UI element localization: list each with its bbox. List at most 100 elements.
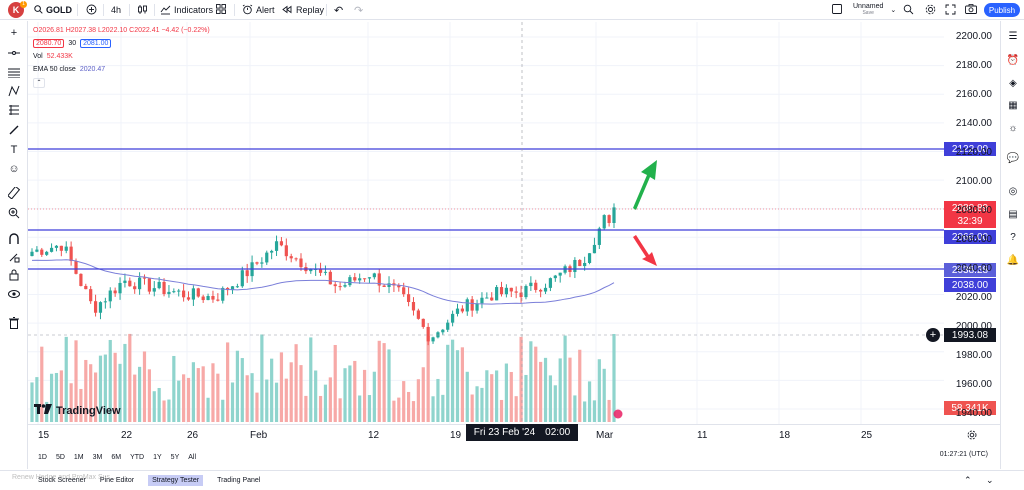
scale-settings-button[interactable]: [967, 430, 977, 442]
range-button-5d[interactable]: 5D: [55, 453, 65, 461]
bottom-tab-stock-screener[interactable]: Stock Screener: [38, 477, 86, 484]
range-button-ytd[interactable]: YTD: [130, 453, 145, 461]
prediction-tool[interactable]: [6, 104, 22, 118]
range-button-1d[interactable]: 1D: [38, 453, 47, 461]
fib-retracement-icon: [8, 68, 20, 81]
collapse-legend-button[interactable]: ⌃: [33, 77, 45, 88]
bottom-tab-trading-panel[interactable]: Trading Panel: [217, 477, 261, 484]
range-button-1m[interactable]: 1M: [73, 453, 84, 461]
range-button-1y[interactable]: 1Y: [153, 453, 162, 461]
bottom-tab-strategy-tester[interactable]: Strategy Tester: [148, 475, 204, 486]
toolbar-divider: [154, 4, 155, 16]
zoom-tool[interactable]: [6, 207, 22, 221]
candle-body: [64, 246, 68, 251]
candle-body: [514, 291, 518, 293]
add-alert-plus-button[interactable]: +: [926, 328, 940, 342]
indicators-button[interactable]: Indicators: [160, 0, 213, 20]
icon-tool[interactable]: ☺: [6, 162, 22, 176]
settings-button[interactable]: [925, 0, 936, 20]
brush-icon: [8, 124, 20, 139]
measure-tool[interactable]: [6, 185, 22, 201]
price-tick-label: 2100.00: [955, 176, 992, 187]
text-tool[interactable]: T: [6, 143, 22, 157]
compare-button[interactable]: [86, 0, 97, 20]
volume-bar: [284, 378, 288, 422]
remove-drawings-tool[interactable]: [6, 316, 22, 331]
range-button-6m[interactable]: 6M: [111, 453, 122, 461]
streams-button[interactable]: ◎: [1006, 184, 1020, 198]
zoom-in-icon: [8, 207, 20, 222]
volume-bar: [362, 369, 367, 422]
volume-bar: [548, 375, 553, 422]
ema-value: 2020.47: [79, 66, 106, 73]
candle-body: [543, 287, 548, 292]
bottom-tab-pine-editor[interactable]: Pine Editor: [99, 477, 135, 484]
layout-name-group: Unnamed Save: [853, 3, 883, 17]
fib-tool[interactable]: [6, 67, 22, 81]
ohlc-row: O2026.81 H2027.38 L2022.10 C2022.41 −4.4…: [33, 24, 210, 37]
candle-body: [548, 278, 553, 288]
candle-body: [475, 303, 479, 311]
collapse-panel-button[interactable]: ⌄: [986, 475, 994, 486]
candle-body: [382, 285, 386, 288]
help-button[interactable]: ?: [1006, 230, 1020, 244]
snapshot-button[interactable]: [965, 0, 977, 20]
volume-bar: [451, 339, 455, 422]
maximize-panel-button[interactable]: ⌃: [964, 475, 972, 486]
candle-body: [509, 287, 513, 292]
news-button[interactable]: ▦: [1006, 98, 1020, 112]
brush-tool[interactable]: [6, 124, 22, 138]
layout-checkbox-icon: [832, 4, 842, 16]
quick-search-button[interactable]: [903, 0, 914, 20]
alerts-panel-button[interactable]: ⏰: [1006, 53, 1020, 67]
candle-body: [137, 277, 142, 290]
utc-clock[interactable]: 01:27:21 (UTC): [939, 451, 988, 458]
notifications-button[interactable]: 🔔: [1006, 253, 1020, 267]
magnet-tool[interactable]: [6, 232, 22, 247]
range-button-3m[interactable]: 3M: [92, 453, 103, 461]
hide-drawings-tool[interactable]: [6, 288, 22, 302]
buy-button[interactable]: 2081.00: [80, 39, 112, 48]
sell-button[interactable]: 2080.70: [33, 39, 65, 48]
candle-body: [172, 291, 176, 293]
calendar-button[interactable]: ▤: [1006, 207, 1020, 221]
volume-bar: [123, 343, 127, 422]
green-arrow-up: [633, 160, 657, 210]
candle-body: [103, 301, 107, 303]
trend-line-tool[interactable]: [6, 47, 22, 61]
tradingview-logo[interactable]: TradingView: [34, 404, 121, 417]
volume-bar: [338, 398, 342, 422]
crosshair-tool[interactable]: +: [6, 26, 22, 40]
interval-button[interactable]: 4h: [111, 0, 121, 20]
undo-button[interactable]: ↶: [334, 0, 343, 20]
candle-body: [367, 277, 372, 279]
volume-bar: [240, 358, 244, 422]
templates-button[interactable]: [216, 0, 226, 20]
watchlist-button[interactable]: ☰: [1006, 29, 1020, 43]
add-symbol-icon: [86, 4, 97, 17]
lock-drawings-tool[interactable]: [6, 269, 22, 283]
volume-bar: [294, 344, 298, 422]
ideas-button[interactable]: ☼: [1006, 121, 1020, 135]
volume-bar: [446, 344, 450, 422]
chats-button[interactable]: 💬: [1006, 151, 1020, 165]
grid-icon: [216, 4, 226, 16]
object-tree-button[interactable]: ◈: [1006, 76, 1020, 90]
stay-drawing-tool[interactable]: [6, 251, 22, 265]
volume-bar: [172, 355, 176, 422]
bar-countdown-tag: 32:39: [944, 214, 996, 228]
publish-button[interactable]: Publish: [984, 3, 1020, 17]
fullscreen-button[interactable]: [945, 0, 956, 20]
alert-button[interactable]: Alert: [242, 0, 275, 20]
symbol-search-button[interactable]: GOLD: [34, 0, 72, 20]
range-button-5y[interactable]: 5Y: [170, 453, 180, 461]
volume-bar: [416, 379, 420, 422]
layout-menu-button[interactable]: Unnamed Save ⌄: [832, 0, 896, 20]
pattern-tool[interactable]: [6, 85, 22, 99]
range-button-all[interactable]: All: [188, 453, 197, 461]
volume-bar: [597, 359, 601, 422]
replay-button[interactable]: Replay: [282, 0, 324, 20]
redo-button[interactable]: ↷: [354, 0, 363, 20]
chart-type-button[interactable]: [137, 0, 148, 20]
layout-save-hint: Save: [862, 10, 874, 16]
